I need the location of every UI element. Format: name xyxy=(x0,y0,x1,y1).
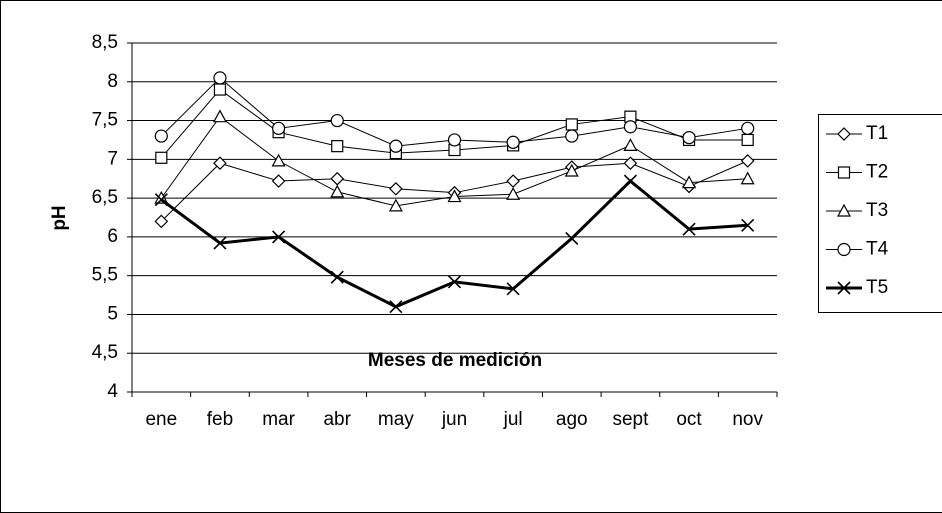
y-tick-label: 4,5 xyxy=(92,342,118,363)
marker xyxy=(447,275,462,289)
y-tick-label: 5,5 xyxy=(92,265,118,286)
marker xyxy=(447,189,462,203)
marker xyxy=(741,218,755,232)
marker xyxy=(154,214,169,229)
x-tick-label: ago xyxy=(556,409,588,430)
x-tick-label: ene xyxy=(145,409,177,430)
y-tick-label: 4 xyxy=(107,381,118,402)
marker xyxy=(506,186,521,200)
marker xyxy=(212,109,227,123)
marker xyxy=(331,140,344,153)
marker xyxy=(213,236,227,250)
marker xyxy=(741,121,755,135)
marker xyxy=(565,118,578,131)
marker xyxy=(565,231,579,246)
legend-label: T2 xyxy=(866,162,888,183)
y-tick-label: 7,5 xyxy=(92,110,118,131)
x-tick-label: abr xyxy=(323,409,351,430)
marker xyxy=(623,174,637,188)
legend-label: T5 xyxy=(866,277,888,298)
marker xyxy=(330,113,344,128)
legend-label: T1 xyxy=(866,123,888,144)
marker xyxy=(623,156,638,171)
x-tick-label: sept xyxy=(612,409,649,430)
marker xyxy=(837,166,851,179)
marker xyxy=(682,175,697,189)
x-tick-label: feb xyxy=(207,409,233,430)
x-axis-title: Meses de medición xyxy=(368,350,542,371)
marker xyxy=(623,120,638,134)
marker xyxy=(565,129,579,143)
marker xyxy=(389,300,403,314)
marker xyxy=(741,133,754,147)
marker xyxy=(682,222,696,236)
marker xyxy=(506,282,520,296)
x-tick-label: jul xyxy=(503,409,523,430)
marker xyxy=(623,138,638,151)
marker xyxy=(740,171,755,185)
marker xyxy=(213,83,227,96)
marker xyxy=(447,133,462,147)
y-tick-label: 8 xyxy=(107,71,118,92)
y-axis-title: pH xyxy=(49,205,70,230)
x-tick-label: may xyxy=(378,409,414,430)
y-tick-label: 6,5 xyxy=(92,187,118,208)
marker xyxy=(506,135,520,149)
x-tick-label: mar xyxy=(262,409,295,430)
marker xyxy=(272,230,286,244)
y-tick-label: 8,5 xyxy=(92,32,118,53)
marker xyxy=(213,71,227,85)
marker xyxy=(837,281,851,295)
y-tick-label: 6 xyxy=(107,226,118,247)
legend-label: T3 xyxy=(866,200,888,221)
marker xyxy=(154,193,168,207)
y-tick-label: 5 xyxy=(107,303,118,324)
marker xyxy=(682,131,696,145)
x-tick-label: nov xyxy=(732,409,763,430)
marker xyxy=(388,198,403,212)
marker xyxy=(837,127,851,141)
marker xyxy=(154,129,168,143)
marker xyxy=(564,163,579,177)
marker xyxy=(389,139,403,153)
y-tick-label: 7 xyxy=(107,148,118,169)
marker xyxy=(271,121,286,135)
legend-label: T4 xyxy=(866,239,889,260)
marker xyxy=(837,242,851,257)
marker xyxy=(155,151,168,164)
marker xyxy=(389,181,403,196)
x-tick-label: jun xyxy=(441,409,467,430)
marker xyxy=(330,184,345,198)
marker xyxy=(330,270,344,284)
marker xyxy=(213,156,227,171)
x-tick-label: oct xyxy=(676,409,702,430)
marker xyxy=(836,203,852,217)
marker xyxy=(271,153,286,167)
marker xyxy=(740,154,755,168)
marker xyxy=(271,174,286,188)
